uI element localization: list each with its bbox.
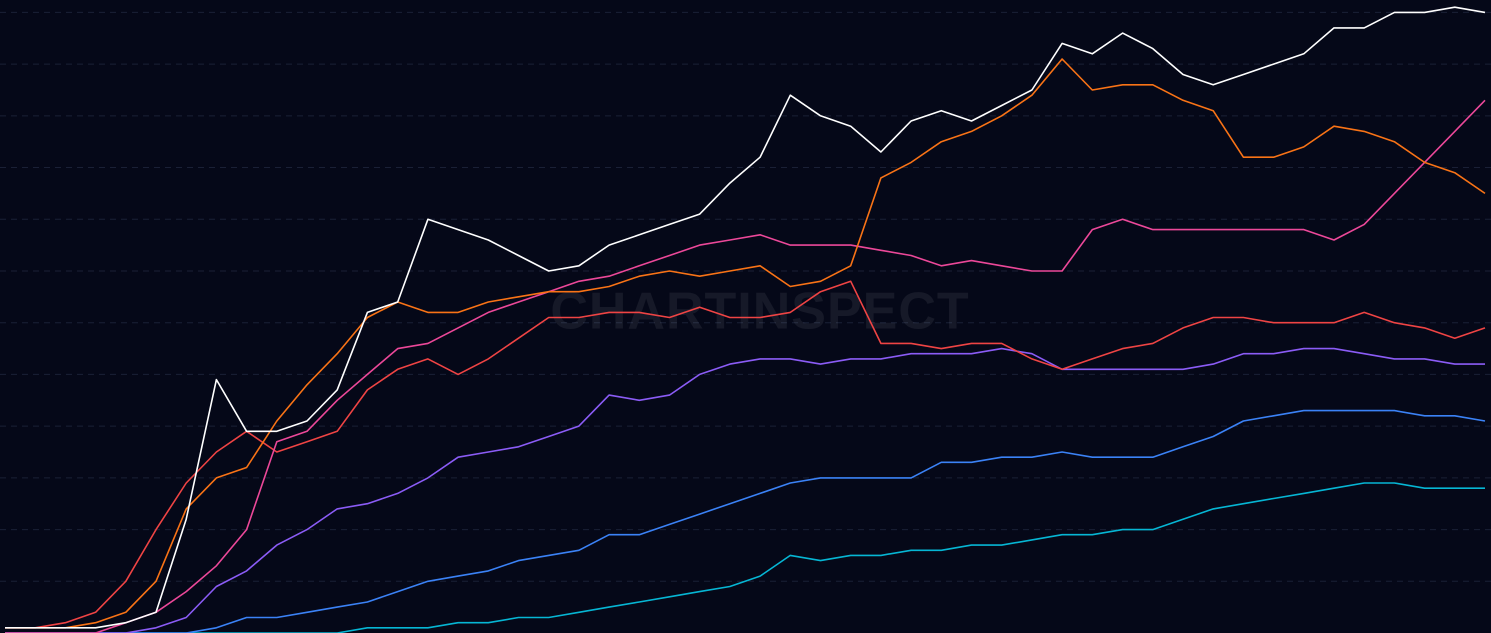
series-line xyxy=(5,482,1485,633)
series-line xyxy=(5,58,1486,629)
lines xyxy=(5,6,1486,633)
series-line xyxy=(5,6,1486,629)
series-line xyxy=(5,280,1486,629)
series-line xyxy=(5,409,1486,633)
series-line xyxy=(5,99,1486,633)
series-line xyxy=(5,347,1485,633)
